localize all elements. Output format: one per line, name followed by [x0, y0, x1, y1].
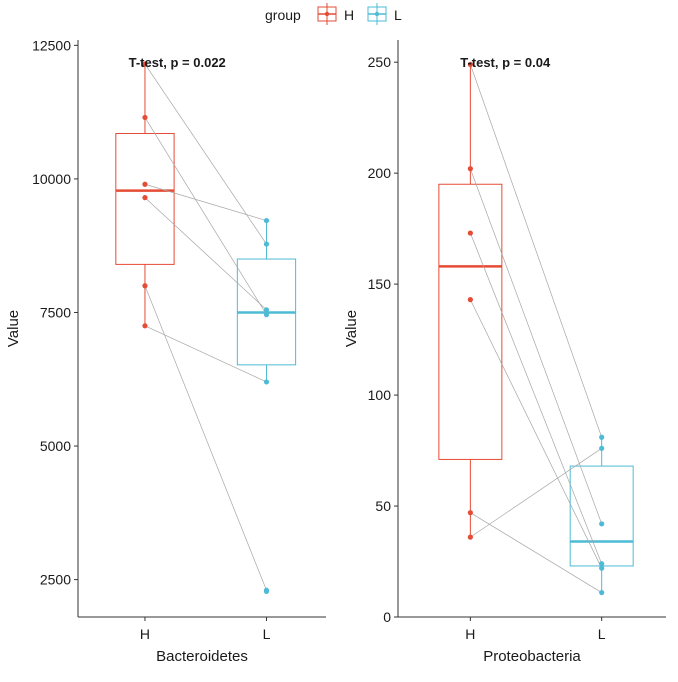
panel-bacteroidetes: 2500 5000 7500 10000 12500 H L Bacteroidetes Val… — [5, 37, 326, 665]
data-point-h — [467, 230, 473, 236]
y-axis-title: Value — [5, 310, 22, 347]
box-iqr — [115, 132, 175, 265]
box-h — [438, 64, 503, 538]
data-point-h — [142, 323, 148, 329]
data-point-l — [263, 312, 270, 318]
box-h — [115, 64, 175, 326]
pair-line — [144, 183, 267, 221]
data-point-l — [263, 217, 270, 224]
y-tick-label: 5000 — [40, 438, 71, 454]
pair-line — [470, 64, 603, 438]
pair-line — [470, 448, 602, 538]
y-tick-label: 7500 — [40, 304, 71, 320]
data-point-h — [142, 114, 148, 121]
x-tick-label-h: H — [140, 626, 150, 642]
data-point-l — [599, 521, 605, 527]
y-tick-label: 200 — [368, 165, 392, 181]
y-tick-label: 2500 — [40, 572, 71, 588]
data-point-h — [467, 61, 473, 68]
data-point-h — [467, 510, 473, 516]
legend-item-l: L — [367, 3, 402, 25]
y-tick-label: 150 — [368, 276, 392, 292]
data-point-l — [599, 561, 605, 567]
pair-line — [144, 197, 267, 311]
panel-proteobacteria: 0 50 100 150 200 250 H L Proteobacteria Value T-te… — [343, 40, 666, 665]
data-point-l — [263, 588, 270, 594]
y-tick-label: 50 — [375, 498, 391, 514]
box-iqr — [569, 465, 634, 567]
data-point-h — [142, 181, 148, 187]
pair-line — [470, 512, 602, 593]
pair-line — [144, 285, 267, 591]
legend-key-point — [324, 11, 330, 17]
pair-line — [144, 63, 267, 245]
x-tick-label-h: H — [465, 626, 475, 642]
legend-title: group — [265, 7, 301, 23]
x-axis-title: Proteobacteria — [483, 648, 581, 665]
legend-label-h: H — [344, 7, 354, 23]
data-point-h — [142, 283, 148, 289]
ttest-annotation: T-test, p = 0.04 — [460, 55, 551, 70]
legend-label-l: L — [394, 7, 402, 23]
pair-line — [144, 325, 267, 383]
data-point-l — [599, 445, 605, 451]
x-tick-label-l: L — [598, 626, 606, 642]
legend-item-h: H — [317, 3, 354, 25]
legend: group H L — [265, 3, 402, 25]
data-point-l — [599, 434, 605, 440]
y-tick-label: 12500 — [32, 37, 71, 53]
y-tick-label: 250 — [368, 54, 392, 70]
ttest-annotation: T-test, p = 0.022 — [129, 55, 226, 70]
pair-line — [470, 168, 603, 524]
data-point-l — [263, 241, 270, 247]
data-point-l — [599, 565, 605, 571]
y-tick-label: 0 — [383, 609, 391, 625]
legend-key-point — [374, 11, 380, 17]
data-point-h — [467, 297, 473, 303]
data-point-h — [142, 195, 148, 201]
pair-line — [470, 299, 602, 569]
y-axis-title: Value — [343, 310, 360, 347]
y-tick-label: 10000 — [32, 171, 71, 187]
data-point-l — [263, 379, 270, 385]
x-tick-label-l: L — [263, 626, 271, 642]
data-point-h — [142, 61, 148, 67]
y-tick-label: 100 — [368, 387, 392, 403]
x-axis-title: Bacteroidetes — [156, 648, 248, 665]
pair-line — [470, 232, 603, 564]
data-point-h — [467, 166, 473, 172]
data-point-l — [263, 307, 270, 313]
pair-line — [144, 117, 267, 315]
box-iqr — [438, 183, 503, 460]
data-point-l — [599, 589, 605, 596]
data-point-h — [467, 534, 473, 540]
